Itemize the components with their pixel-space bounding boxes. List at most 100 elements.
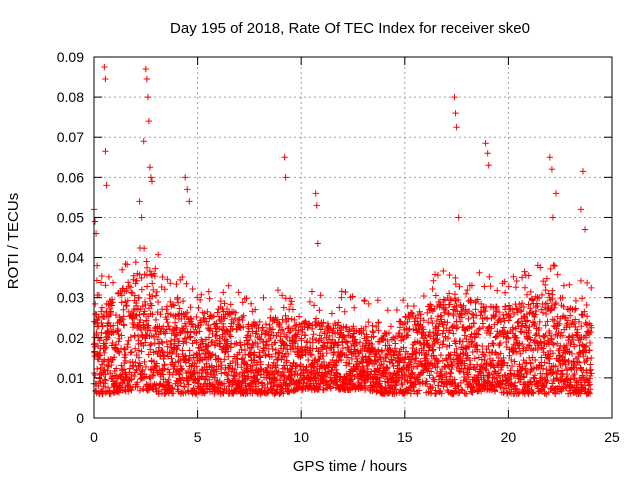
data-point bbox=[511, 358, 518, 365]
data-point bbox=[235, 289, 242, 296]
data-point bbox=[468, 340, 475, 348]
data-point bbox=[219, 388, 227, 396]
data-point bbox=[439, 340, 447, 348]
data-point bbox=[490, 362, 497, 370]
data-point bbox=[163, 315, 170, 323]
data-point bbox=[489, 357, 497, 364]
data-point bbox=[530, 390, 537, 397]
data-point bbox=[146, 164, 154, 171]
data-point bbox=[563, 367, 571, 374]
data-point bbox=[195, 380, 202, 387]
data-point bbox=[170, 302, 178, 309]
data-point bbox=[525, 329, 532, 337]
data-point bbox=[376, 365, 384, 372]
data-point bbox=[425, 319, 432, 326]
data-point bbox=[150, 286, 157, 294]
data-point bbox=[95, 291, 103, 299]
data-point bbox=[147, 346, 154, 353]
data-point bbox=[91, 371, 99, 379]
data-point bbox=[312, 190, 319, 197]
data-point bbox=[438, 390, 445, 397]
data-point bbox=[502, 338, 510, 346]
data-point bbox=[574, 329, 581, 336]
data-point bbox=[248, 323, 255, 330]
y-tick-label: 0.03 bbox=[57, 290, 84, 306]
data-point bbox=[398, 355, 406, 362]
data-point bbox=[139, 302, 146, 310]
data-point bbox=[133, 299, 140, 307]
data-point bbox=[164, 353, 172, 360]
data-point bbox=[243, 295, 250, 302]
data-point bbox=[437, 351, 445, 359]
data-point bbox=[566, 333, 573, 340]
data-point bbox=[263, 389, 271, 397]
data-point bbox=[178, 388, 186, 396]
data-point bbox=[220, 380, 228, 387]
data-point bbox=[310, 364, 317, 371]
data-point bbox=[163, 338, 171, 346]
data-point bbox=[248, 367, 256, 374]
data-point bbox=[205, 334, 213, 341]
data-point bbox=[168, 302, 175, 310]
data-point bbox=[504, 335, 512, 342]
data-point bbox=[587, 366, 594, 373]
data-point bbox=[189, 320, 196, 328]
data-point bbox=[393, 306, 401, 314]
data-point bbox=[143, 264, 151, 271]
data-point bbox=[346, 360, 353, 367]
data-point bbox=[470, 311, 477, 319]
data-point bbox=[195, 304, 202, 312]
data-point bbox=[502, 385, 510, 392]
data-point bbox=[439, 374, 446, 381]
data-point bbox=[178, 365, 185, 372]
data-point bbox=[571, 343, 578, 350]
data-point bbox=[457, 318, 464, 325]
data-point bbox=[531, 320, 539, 328]
data-point bbox=[186, 355, 193, 363]
data-point bbox=[493, 303, 500, 310]
data-point bbox=[276, 377, 284, 384]
data-point bbox=[339, 344, 347, 352]
data-point bbox=[550, 261, 557, 269]
data-point bbox=[515, 318, 522, 325]
data-point bbox=[278, 382, 285, 390]
data-point bbox=[571, 316, 579, 323]
data-point bbox=[566, 347, 573, 355]
data-point bbox=[149, 311, 156, 318]
data-point bbox=[519, 363, 526, 371]
x-tick-label: 15 bbox=[397, 429, 413, 445]
data-point bbox=[221, 300, 228, 307]
data-point bbox=[317, 326, 325, 333]
data-point bbox=[96, 352, 104, 359]
data-point bbox=[417, 310, 425, 318]
data-point bbox=[196, 296, 204, 304]
data-point bbox=[500, 324, 507, 331]
data-point bbox=[518, 340, 526, 348]
data-point bbox=[408, 356, 415, 363]
data-point bbox=[497, 350, 504, 357]
data-point bbox=[407, 309, 415, 316]
data-point bbox=[509, 306, 516, 313]
data-point bbox=[487, 282, 494, 290]
data-point bbox=[189, 371, 197, 378]
data-point bbox=[527, 309, 535, 316]
data-point bbox=[116, 335, 123, 343]
data-point bbox=[272, 339, 279, 346]
data-point bbox=[331, 362, 338, 370]
data-point bbox=[302, 318, 309, 325]
data-point bbox=[118, 332, 125, 339]
data-point bbox=[562, 384, 570, 392]
data-point bbox=[278, 292, 286, 299]
data-point bbox=[174, 299, 182, 306]
data-point bbox=[424, 309, 431, 317]
data-point bbox=[348, 376, 355, 384]
data-point bbox=[431, 378, 438, 385]
data-point bbox=[147, 365, 154, 373]
data-point bbox=[140, 245, 148, 252]
data-point bbox=[120, 306, 127, 313]
data-point bbox=[508, 356, 515, 364]
data-point bbox=[525, 301, 532, 308]
data-point bbox=[360, 327, 367, 334]
data-point bbox=[111, 372, 119, 379]
data-point bbox=[206, 376, 213, 384]
